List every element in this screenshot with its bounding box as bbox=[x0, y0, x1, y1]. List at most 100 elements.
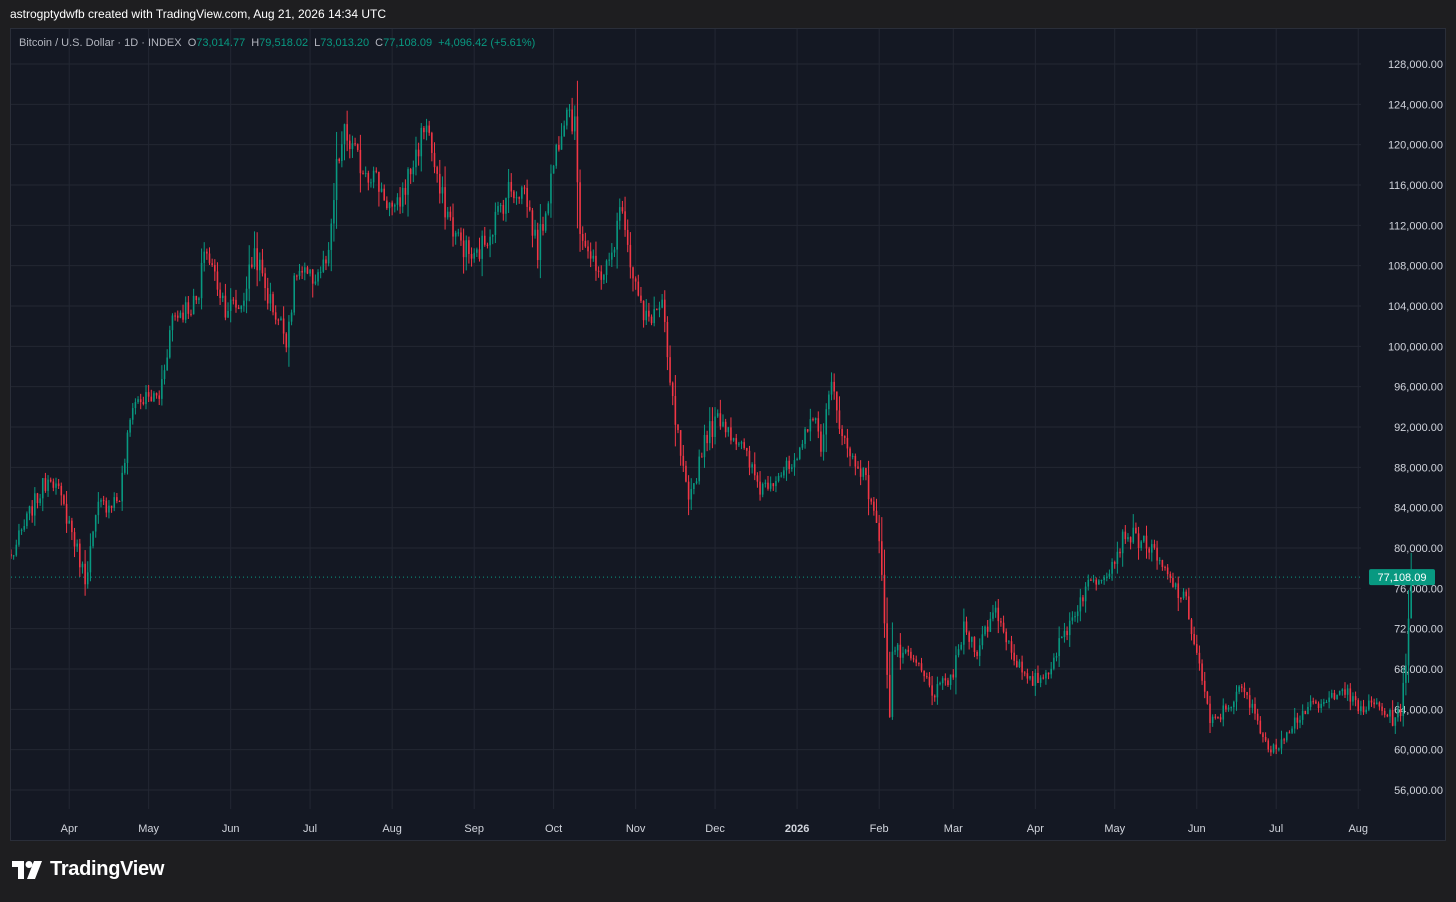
candle-body bbox=[1119, 551, 1121, 554]
candle-body bbox=[187, 302, 190, 314]
candle-body bbox=[1299, 719, 1301, 723]
candle-body bbox=[632, 267, 634, 279]
candle-body bbox=[182, 312, 184, 320]
candle-body bbox=[343, 124, 346, 145]
candle-body bbox=[1164, 567, 1166, 569]
candle-body bbox=[915, 659, 918, 663]
candle-body bbox=[200, 262, 203, 299]
candle-body bbox=[1021, 661, 1023, 673]
x-tick-label: May bbox=[138, 823, 159, 835]
candle-body bbox=[1169, 574, 1172, 578]
candle-body bbox=[523, 187, 526, 189]
candle-body bbox=[515, 197, 518, 199]
candle-body bbox=[333, 200, 335, 224]
candle-body bbox=[1259, 720, 1262, 734]
candle-body bbox=[830, 381, 833, 395]
candle-body bbox=[616, 220, 618, 250]
candle-body bbox=[539, 224, 542, 261]
candle-body bbox=[1328, 697, 1330, 702]
tradingview-logo-icon bbox=[12, 860, 42, 879]
candle-body bbox=[1098, 580, 1100, 585]
candle-body bbox=[1360, 706, 1362, 712]
candle-body bbox=[756, 475, 759, 482]
candle-body bbox=[190, 313, 192, 315]
candle-body bbox=[918, 662, 920, 664]
x-tick-label: Jun bbox=[1188, 823, 1206, 835]
candle-body bbox=[626, 229, 629, 245]
candle-body bbox=[1124, 531, 1127, 540]
candle-body bbox=[380, 188, 383, 192]
candle-body bbox=[288, 321, 290, 348]
candle-body bbox=[1008, 641, 1010, 643]
candle-body bbox=[732, 438, 735, 441]
legend-high-value: 79,518.02 bbox=[259, 37, 309, 49]
candle-body bbox=[296, 275, 298, 277]
candle-body bbox=[261, 259, 264, 274]
brand-name: TradingView bbox=[50, 858, 165, 880]
candle-body bbox=[1023, 672, 1026, 674]
candle-body bbox=[446, 211, 449, 218]
candle-body bbox=[224, 295, 227, 318]
candle-body bbox=[36, 493, 39, 504]
candle-body bbox=[939, 683, 941, 685]
candle-body bbox=[259, 259, 261, 271]
candle-body bbox=[364, 173, 367, 175]
candle-body bbox=[1182, 591, 1185, 599]
y-tick-label: 100,000.00 bbox=[1388, 341, 1443, 353]
candle-body bbox=[1172, 577, 1174, 587]
candle-body bbox=[1315, 701, 1317, 704]
candle-body bbox=[211, 263, 213, 266]
candle-body bbox=[206, 251, 208, 254]
candle-body bbox=[801, 443, 804, 448]
candle-body bbox=[648, 310, 650, 317]
candle-body bbox=[428, 125, 430, 133]
candle-body bbox=[444, 187, 446, 218]
candle-body bbox=[1312, 701, 1315, 703]
candle-body bbox=[1240, 686, 1243, 688]
candle-body bbox=[669, 357, 671, 383]
candle-body bbox=[772, 483, 775, 487]
candle-body bbox=[301, 270, 303, 273]
candle-body bbox=[984, 626, 986, 635]
candle-body bbox=[955, 655, 957, 678]
candle-body bbox=[597, 270, 600, 272]
candle-body bbox=[1013, 652, 1015, 661]
candle-body bbox=[571, 109, 573, 132]
candle-body bbox=[748, 450, 751, 468]
candle-body bbox=[409, 169, 412, 175]
candle-body bbox=[1309, 701, 1312, 707]
candle-body bbox=[1365, 709, 1367, 713]
candle-body bbox=[581, 233, 584, 241]
candle-body bbox=[968, 632, 970, 642]
candle-body bbox=[528, 206, 531, 211]
candle-body bbox=[600, 271, 603, 280]
candle-body bbox=[142, 402, 145, 405]
candle-body bbox=[1383, 710, 1386, 715]
candle-body bbox=[126, 432, 129, 463]
candle-body bbox=[34, 493, 36, 516]
candle-body bbox=[1082, 597, 1084, 602]
candle-body bbox=[576, 116, 579, 183]
candle-body bbox=[584, 240, 587, 247]
candle-body bbox=[1053, 657, 1055, 669]
tradingview-logo[interactable]: TradingView bbox=[12, 858, 164, 881]
candle-body bbox=[878, 522, 880, 542]
candle-body bbox=[706, 434, 708, 444]
candle-body bbox=[798, 447, 801, 459]
y-tick-label: 64,000.00 bbox=[1394, 704, 1443, 716]
candlestick-chart[interactable]: 56,000.00 60,000.00 64,000.00 68,000.00 72,0… bbox=[11, 29, 1446, 841]
candle-body bbox=[568, 109, 571, 111]
candle-body bbox=[685, 465, 687, 482]
chart-panel[interactable]: 56,000.00 60,000.00 64,000.00 68,000.00 72,0… bbox=[10, 28, 1446, 841]
candle-body bbox=[179, 312, 182, 318]
legend-close-label: C bbox=[375, 37, 384, 49]
x-tick-label: Aug bbox=[1348, 823, 1368, 835]
candle-body bbox=[1121, 531, 1124, 554]
candle-body bbox=[86, 572, 89, 585]
candle-body bbox=[266, 288, 269, 304]
candle-body bbox=[859, 468, 862, 477]
candle-body bbox=[298, 270, 301, 277]
candle-body bbox=[629, 244, 632, 268]
candle-body bbox=[605, 260, 608, 275]
candle-body bbox=[896, 644, 899, 651]
